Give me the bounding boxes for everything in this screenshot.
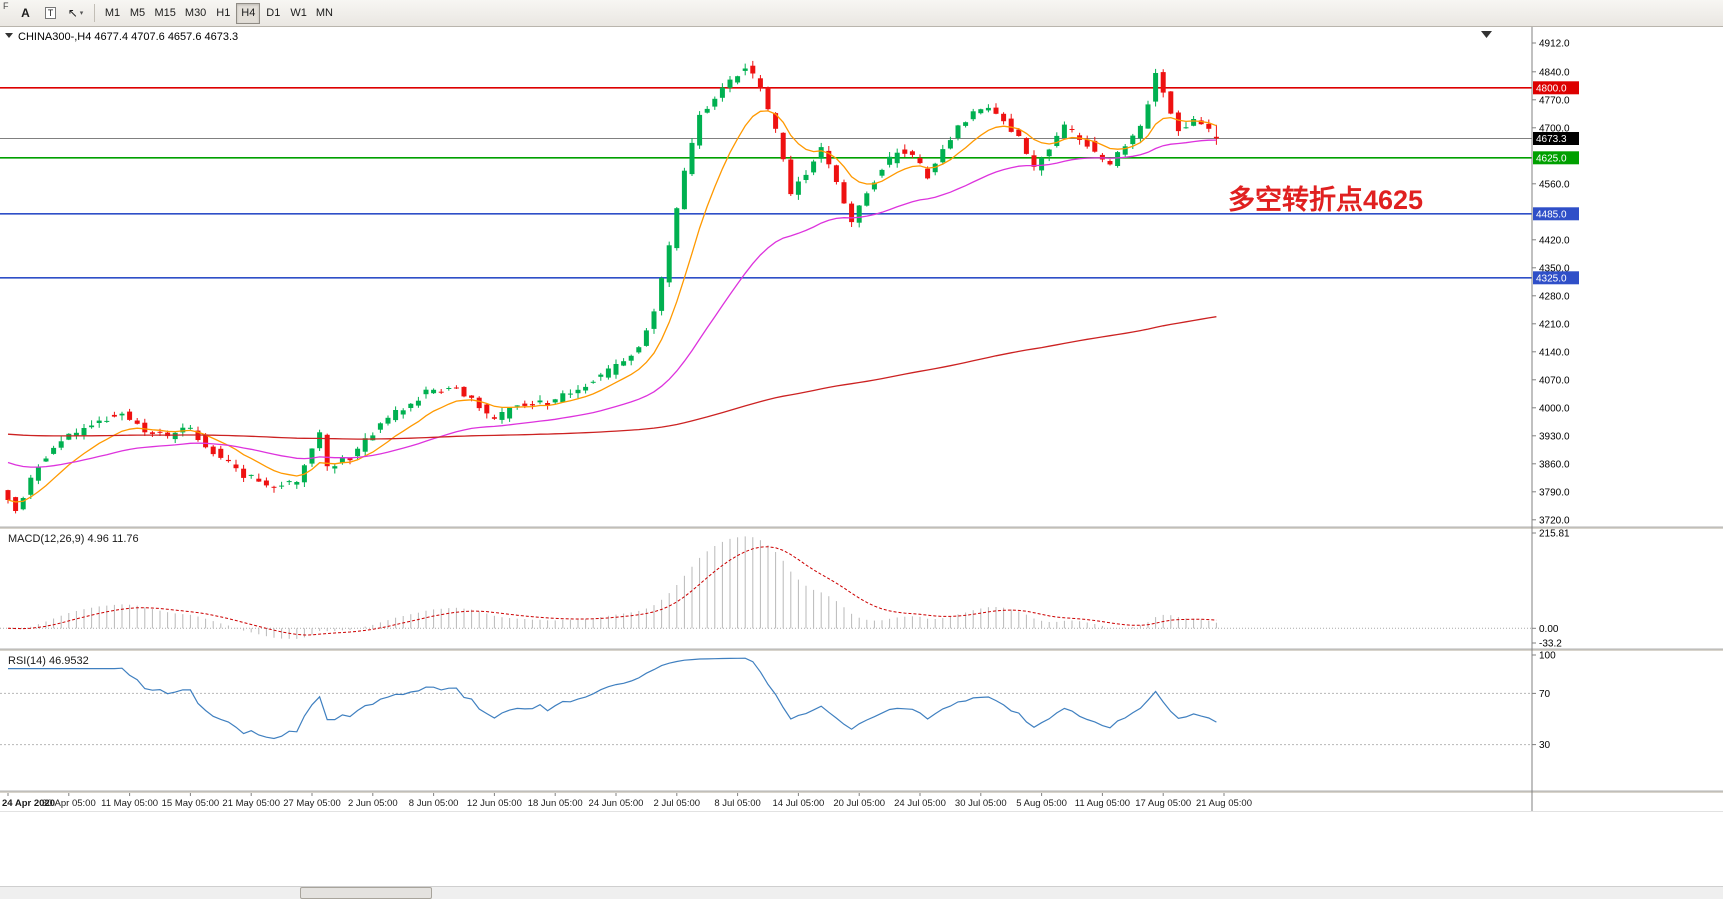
chart-expand-icon[interactable]: [5, 33, 13, 38]
timeframe-m30-button[interactable]: M30: [181, 3, 210, 24]
timeframe-m1-button[interactable]: M1: [101, 3, 125, 24]
timeframe-mn-button[interactable]: MN: [312, 3, 337, 24]
price-tick-label: 4070.0: [1539, 375, 1570, 386]
rsi-tick-label: 70: [1539, 689, 1551, 700]
ma-medium-line: [7, 139, 1217, 468]
text-annotation-icon: A: [21, 6, 30, 20]
macd-histogram: [15, 536, 1217, 639]
price-tick-label: 4560.0: [1539, 179, 1570, 190]
price-tick-label: 4350.0: [1539, 263, 1570, 274]
price-tick-label: 4912.0: [1539, 39, 1570, 50]
price-tick-label: 4210.0: [1539, 319, 1570, 330]
price-tick-label: 4280.0: [1539, 291, 1570, 302]
price-tick-label: 4000.0: [1539, 403, 1570, 414]
price-tick-label: 4840.0: [1539, 67, 1570, 78]
rsi-line: [8, 657, 1217, 740]
date-label: 2 Jun 05:00: [348, 798, 398, 809]
hline-price-tag-label: 4485.0: [1536, 209, 1567, 220]
panel-separator[interactable]: [0, 527, 1723, 529]
timeframe-d1-button[interactable]: D1: [261, 3, 285, 24]
date-label: 15 May 05:00: [162, 798, 220, 809]
timeframe-h1-button[interactable]: H1: [211, 3, 235, 24]
price-tick-label: 3860.0: [1539, 459, 1570, 470]
timeframe-m15-button[interactable]: M15: [151, 3, 180, 24]
date-label: 2 Jul 05:00: [654, 798, 700, 809]
date-label: 24 Jun 05:00: [589, 798, 644, 809]
timeframe-m5-button[interactable]: M5: [126, 3, 150, 24]
annotation-text[interactable]: 多空转折点4625: [1228, 184, 1423, 215]
panel-separator[interactable]: [0, 649, 1723, 651]
date-label: 27 May 05:00: [283, 798, 341, 809]
ma-fast-line: [7, 110, 1217, 503]
text-label-tool-button[interactable]: T: [39, 3, 63, 24]
date-label: 30 Jul 05:00: [955, 798, 1007, 809]
hline-price-tag: [1533, 81, 1579, 95]
date-label: 30 Apr 05:00: [42, 798, 96, 809]
candles-layer: [5, 60, 1219, 514]
workspace-empty-area: [0, 811, 1723, 886]
price-tick-label: 4770.0: [1539, 95, 1570, 106]
price-tick-label: 4420.0: [1539, 235, 1570, 246]
date-label: 18 Jun 05:00: [528, 798, 583, 809]
macd-tick-label: -33.2: [1539, 639, 1562, 650]
scrollbar-thumb[interactable]: [300, 887, 432, 899]
panel-separator[interactable]: [0, 791, 1723, 793]
macd-signal-line: [7, 546, 1217, 636]
date-label: 8 Jul 05:00: [714, 798, 760, 809]
horizontal-scrollbar[interactable]: [0, 886, 1723, 899]
symbol-ohlc-header: CHINA300-,H4 4677.4 4707.6 4657.6 4673.3: [18, 31, 238, 43]
date-label: 8 Jun 05:00: [409, 798, 459, 809]
date-label: 24 Apr 2020: [2, 798, 55, 809]
hline-price-tag-label: 4673.3: [1536, 134, 1567, 145]
hline-price-tag-label: 4625.0: [1536, 153, 1567, 164]
hline-price-tag: [1533, 151, 1579, 165]
date-label: 21 Aug 05:00: [1196, 798, 1252, 809]
date-label: 14 Jul 05:00: [773, 798, 825, 809]
menu-partial-label: F: [3, 1, 9, 11]
hline-price-tag-label: 4800.0: [1536, 83, 1567, 94]
date-label: 21 May 05:00: [222, 798, 280, 809]
rsi-tick-label: 30: [1539, 740, 1551, 751]
price-tick-label: 3790.0: [1539, 487, 1570, 498]
price-axis[interactable]: 4912.0 4840.0 4770.0 4700.0 4560.0 4420.0 4350…: [1532, 39, 1579, 752]
hline-price-tag-label: 4325.0: [1536, 273, 1567, 284]
cursor-icon: ↖: [67, 6, 78, 20]
toolbar-separator: [93, 4, 95, 22]
rsi-panel-label: RSI(14) 46.9532: [8, 655, 89, 667]
hline-price-tag: [1533, 207, 1579, 221]
hline-price-tag: [1533, 132, 1579, 145]
price-tick-label: 4700.0: [1539, 123, 1570, 134]
price-chart[interactable]: CHINA300-,H4 4677.4 4707.6 4657.6 4673.3…: [0, 27, 1723, 811]
date-label: 20 Jul 05:00: [833, 798, 885, 809]
cursor-tool-button[interactable]: ↖ ▾: [64, 3, 88, 24]
text-label-icon: T: [44, 7, 57, 19]
ma-slow-line: [7, 316, 1217, 440]
main-toolbar: F A T ↖ ▾ M1 M5 M15 M30 H1 H4 D1 W1 MN: [0, 0, 1723, 27]
date-label: 17 Aug 05:00: [1135, 798, 1191, 809]
text-annotation-button[interactable]: A: [14, 3, 38, 24]
timeframe-w1-button[interactable]: W1: [286, 3, 311, 24]
timeframe-button-group: M1 M5 M15 M30 H1 H4 D1 W1 MN: [101, 2, 337, 24]
price-tick-label: 3930.0: [1539, 431, 1570, 442]
date-label: 24 Jul 05:00: [894, 798, 946, 809]
timeframe-h4-button[interactable]: H4: [236, 2, 261, 24]
price-tick-label: 3720.0: [1539, 515, 1570, 526]
date-label: 5 Aug 05:00: [1016, 798, 1067, 809]
price-tick-label: 4140.0: [1539, 347, 1570, 358]
date-label: 11 May 05:00: [101, 798, 158, 809]
date-label: 11 Aug 05:00: [1075, 798, 1130, 809]
macd-tick-label: 215.81: [1539, 529, 1570, 540]
macd-tick-label: 0.00: [1539, 624, 1559, 635]
scroll-to-end-icon[interactable]: [1481, 31, 1492, 38]
date-label: 12 Jun 05:00: [467, 798, 522, 809]
chevron-down-icon: ▾: [79, 10, 84, 17]
hline-price-tag: [1533, 271, 1579, 285]
macd-panel-label: MACD(12,26,9) 4.96 11.76: [8, 533, 139, 545]
chart-window: CHINA300-,H4 4677.4 4707.6 4657.6 4673.3…: [0, 27, 1723, 811]
rsi-tick-label: 100: [1539, 651, 1556, 662]
